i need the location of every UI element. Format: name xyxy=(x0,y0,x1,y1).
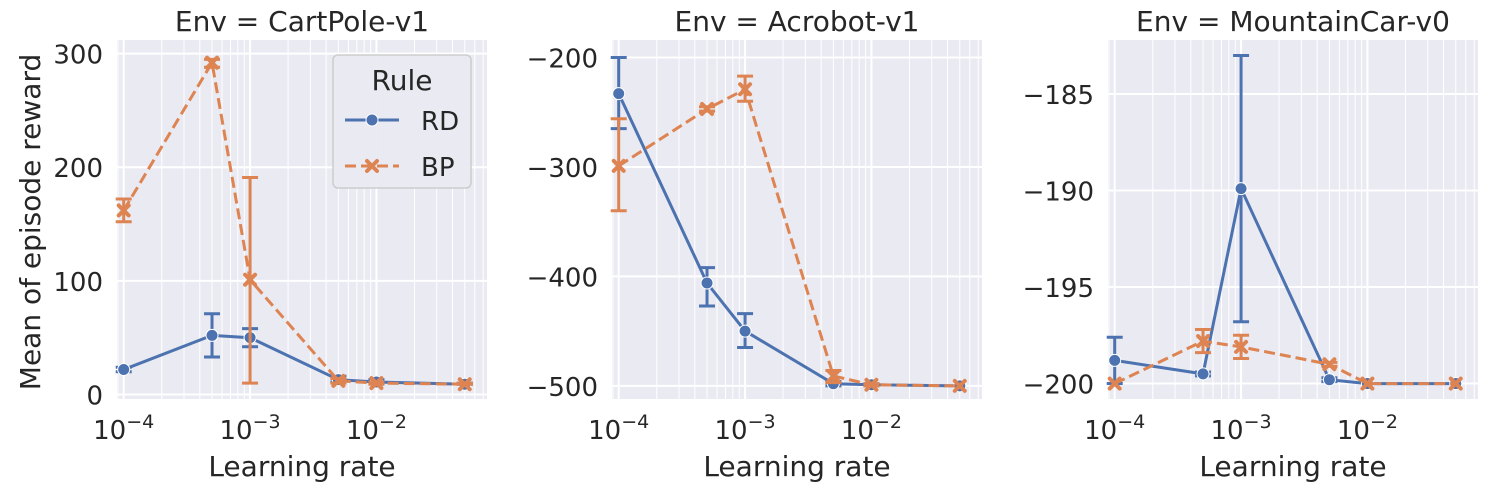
data-point xyxy=(205,55,220,70)
data-point xyxy=(1234,182,1248,196)
x-axis-label: Learning rate xyxy=(703,450,890,483)
x-tick-label: 10−2 xyxy=(346,411,407,446)
y-tick-label: −400 xyxy=(527,263,598,293)
panel-title: Env = Acrobot-v1 xyxy=(675,5,920,38)
data-point xyxy=(331,373,346,388)
data-point xyxy=(117,362,131,376)
series-bp xyxy=(1107,328,1463,391)
series-line xyxy=(122,58,465,386)
data-point xyxy=(1108,353,1122,367)
legend-marker-rd xyxy=(365,113,379,127)
data-point xyxy=(1360,376,1375,391)
data-point xyxy=(1196,334,1211,349)
data-point xyxy=(612,87,626,101)
panel-2: Env = Acrobot-v1 −500 −400 −300 −200 10−4 10−3… xyxy=(527,5,982,483)
x-tick-label: 10−3 xyxy=(715,411,776,446)
y-tick-label: −200 xyxy=(527,45,598,75)
data-point xyxy=(116,203,131,218)
x-tick-label: 10−4 xyxy=(588,411,649,446)
series-bp xyxy=(610,74,967,393)
data-point xyxy=(1234,339,1249,354)
series-line xyxy=(617,87,960,388)
y-tick-label: −190 xyxy=(1023,178,1094,208)
data-point xyxy=(369,376,384,391)
x-axis-label: Learning rate xyxy=(1199,450,1386,483)
data-point xyxy=(1322,357,1337,372)
data-point xyxy=(1196,367,1210,381)
panel-title: Env = CartPole-v1 xyxy=(175,5,429,38)
y-tick-label: −200 xyxy=(1023,371,1094,401)
y-tick-label: 100 xyxy=(53,268,103,298)
series-line xyxy=(1114,183,1456,386)
y-axis-label: Mean of episode reward xyxy=(14,54,47,390)
y-tick-label: 300 xyxy=(53,41,103,71)
x-tick-label: 10−4 xyxy=(1084,411,1145,446)
series-bp xyxy=(115,55,473,392)
x-tick-label: 10−4 xyxy=(93,411,154,446)
legend-marker-bp xyxy=(365,159,379,173)
data-point xyxy=(205,328,219,342)
x-tick-label: 10−2 xyxy=(1337,411,1398,446)
data-point xyxy=(457,377,472,392)
y-tick-label: −300 xyxy=(527,154,598,184)
panel-1: Env = CartPole-v1 0 100 200 300 10−4 10−3 10−2 L… xyxy=(53,5,487,483)
legend-title: Rule xyxy=(372,64,433,97)
data-point xyxy=(1448,376,1463,391)
y-tick-label: −500 xyxy=(527,373,598,403)
data-point xyxy=(952,378,967,393)
x-tick-label: 10−3 xyxy=(220,411,281,446)
data-point xyxy=(611,158,626,173)
data-point xyxy=(864,377,879,392)
legend-label-rd: RD xyxy=(421,107,459,137)
series-line xyxy=(1114,339,1456,386)
data-point xyxy=(1107,376,1122,391)
x-tick-label: 10−3 xyxy=(1211,411,1272,446)
panel-3: Env = MountainCar-v0 −200 −195 −190 −185 10−4… xyxy=(1023,5,1478,483)
data-point xyxy=(1322,373,1336,387)
data-point xyxy=(700,101,715,116)
data-point xyxy=(243,272,258,287)
plot-area xyxy=(612,40,982,399)
y-tick-label: 0 xyxy=(86,381,103,411)
data-point xyxy=(826,369,841,384)
plot-area xyxy=(1108,40,1478,399)
y-tick-label: 200 xyxy=(53,154,103,184)
x-axis-label: Learning rate xyxy=(208,450,395,483)
legend-label-bp: BP xyxy=(421,153,455,183)
data-point xyxy=(700,276,714,290)
data-point xyxy=(738,82,753,97)
panel-title: Env = MountainCar-v0 xyxy=(1136,5,1450,38)
data-point xyxy=(738,324,752,338)
legend-box xyxy=(332,54,472,189)
x-tick-label: 10−2 xyxy=(841,411,902,446)
y-tick-label: −195 xyxy=(1023,274,1094,304)
series-rd xyxy=(1106,53,1463,391)
y-tick-label: −185 xyxy=(1023,81,1094,111)
panels: Env = CartPole-v1 0 100 200 300 10−4 10−3 10−2 L… xyxy=(53,5,1478,483)
legend: Rule RD BP xyxy=(332,54,472,189)
